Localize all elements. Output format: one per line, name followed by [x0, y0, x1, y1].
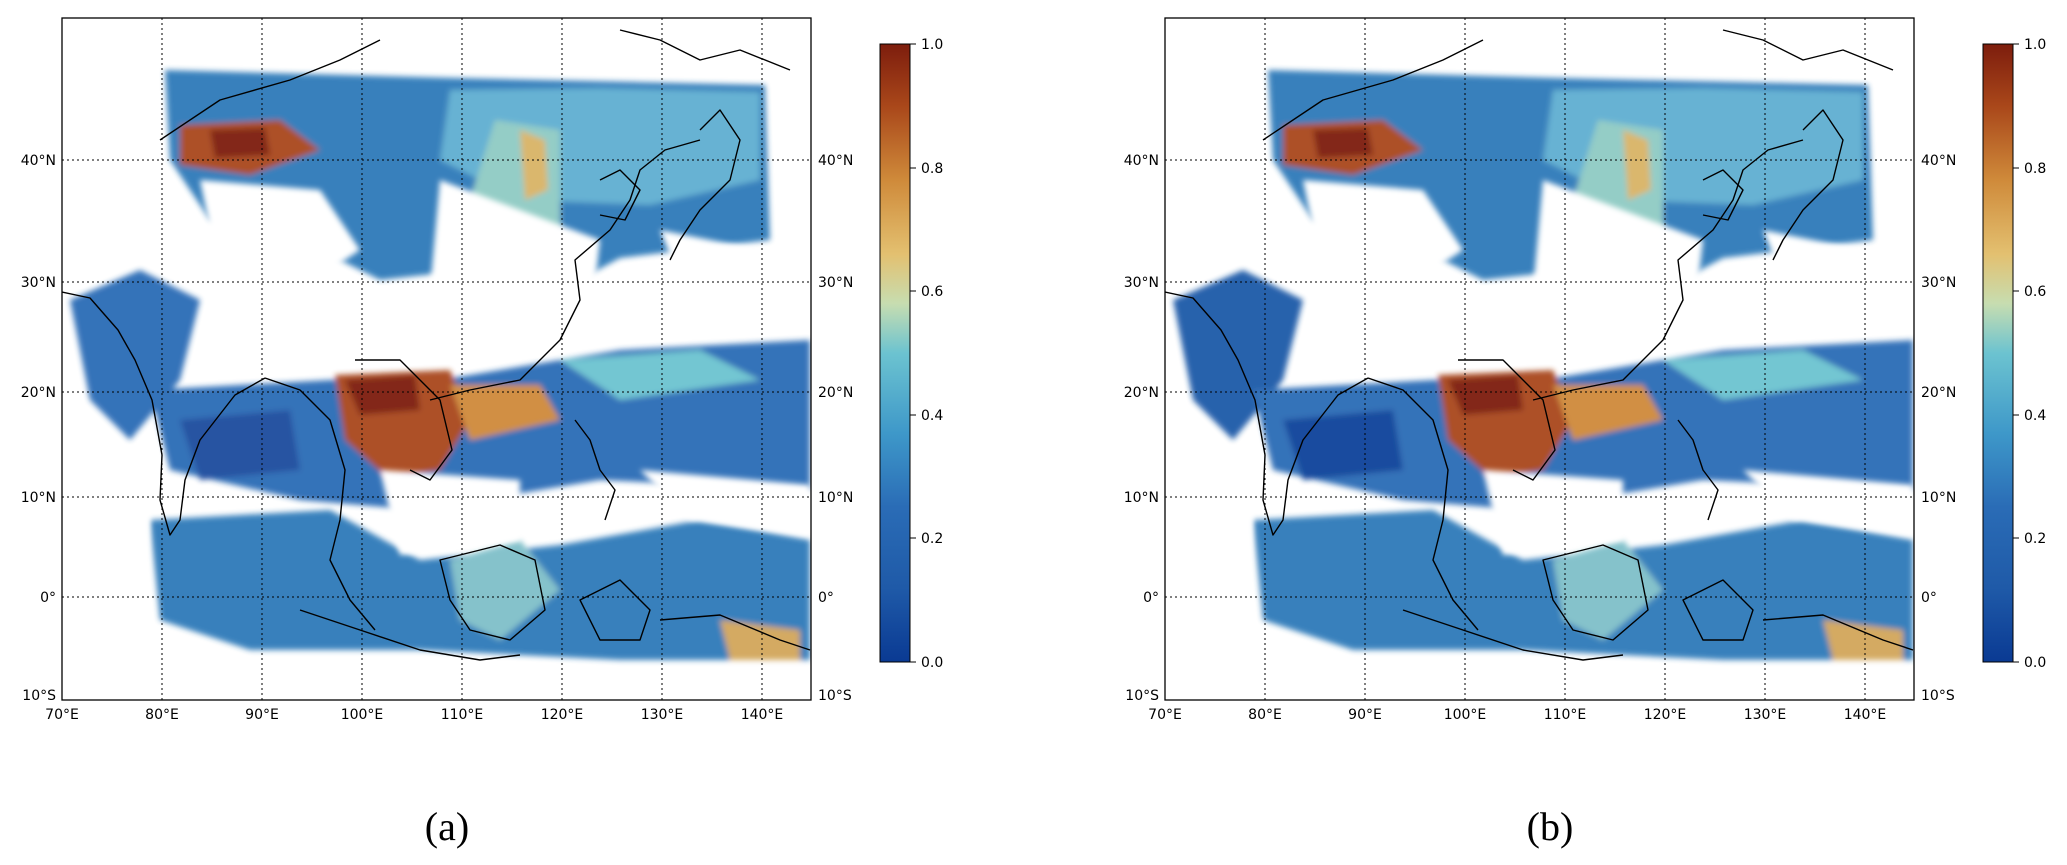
lat-label: 10°S [818, 688, 852, 704]
lat-label: 40°N [818, 153, 853, 169]
lon-label: 90°E [245, 707, 279, 723]
lat-label: 40°N [1921, 153, 1956, 169]
colorbar-tick-label: 0.0 [2024, 655, 2046, 671]
lat-label: 40°N [21, 153, 56, 169]
colorbar-tick-label: 0.6 [921, 284, 943, 300]
colorbar-tick-label: 0.8 [2024, 161, 2046, 177]
gridlines-a [62, 18, 811, 700]
lon-label: 130°E [1744, 707, 1787, 723]
lat-label: 10°N [1921, 490, 1956, 506]
lat-label: 0° [1143, 590, 1159, 606]
lon-label: 110°E [441, 707, 484, 723]
lat-label: 30°N [1124, 275, 1159, 291]
lat-label: 30°N [1921, 275, 1956, 291]
colorbar-ticks-b: 0.0 0.2 0.4 0.6 0.8 1.0 [2013, 37, 2046, 671]
lat-label: 10°N [1124, 490, 1159, 506]
lon-label: 100°E [341, 707, 384, 723]
lat-label: 10°S [1125, 688, 1159, 704]
lat-labels-right-a: 10°S 0° 10°N 20°N 30°N 40°N [818, 153, 853, 704]
map-frame-a [61, 17, 812, 701]
panel-caption-b: (b) [1527, 804, 1574, 849]
lat-label: 20°N [818, 385, 853, 401]
lon-label: 120°E [1644, 707, 1687, 723]
lon-labels-b: 70°E 80°E 90°E 100°E 110°E 120°E 130°E 1… [1148, 707, 1886, 723]
lon-label: 70°E [45, 707, 79, 723]
aod-field-a [62, 20, 810, 700]
lon-label: 80°E [1248, 707, 1282, 723]
colorbar-ticks-a: 0.0 0.2 0.4 0.6 0.8 1.0 [910, 37, 943, 671]
lat-label: 30°N [21, 275, 56, 291]
lat-label: 0° [818, 590, 834, 606]
lat-labels-left-a: 10°S 0° 10°N 20°N 30°N 40°N [21, 153, 56, 704]
colorbar-gradient [879, 43, 911, 663]
lat-label: 0° [40, 590, 56, 606]
map-panel-a: 70°E 80°E 90°E 100°E 110°E 120°E 130°E 1… [21, 17, 943, 849]
lon-label: 120°E [541, 707, 584, 723]
coastlines-a [62, 29, 811, 661]
colorbar-tick-label: 1.0 [921, 37, 943, 53]
lat-label: 20°N [1921, 385, 1956, 401]
lat-label: 10°S [22, 688, 56, 704]
coastlines-b [1165, 29, 1914, 661]
colorbar-gradient [1982, 43, 2014, 663]
panel-caption-a: (a) [425, 804, 469, 849]
colorbar-tick-label: 0.0 [921, 655, 943, 671]
lat-label: 10°N [21, 490, 56, 506]
lon-label: 100°E [1444, 707, 1487, 723]
colorbar-tick-label: 0.2 [2024, 531, 2046, 547]
lon-labels-a: 70°E 80°E 90°E 100°E 110°E 120°E 130°E 1… [45, 707, 783, 723]
map-frame-b [1164, 17, 1915, 701]
lon-label: 130°E [641, 707, 684, 723]
lat-label: 40°N [1124, 153, 1159, 169]
colorbar-tick-label: 0.6 [2024, 284, 2046, 300]
colorbar-tick-label: 0.4 [921, 408, 943, 424]
lat-label: 30°N [818, 275, 853, 291]
lat-label: 0° [1921, 590, 1937, 606]
lon-label: 140°E [1844, 707, 1887, 723]
lat-labels-right-b: 10°S 0° 10°N 20°N 30°N 40°N [1921, 153, 1956, 704]
colorbar-b: 0.0 0.2 0.4 0.6 0.8 1.0 [1982, 37, 2046, 671]
lon-label: 110°E [1544, 707, 1587, 723]
lat-label: 20°N [1124, 385, 1159, 401]
lat-label: 10°N [818, 490, 853, 506]
lon-label: 70°E [1148, 707, 1182, 723]
lat-label: 10°S [1921, 688, 1955, 704]
lat-labels-left-b: 10°S 0° 10°N 20°N 30°N 40°N [1124, 153, 1159, 704]
lon-label: 140°E [741, 707, 784, 723]
colorbar-tick-label: 0.2 [921, 531, 943, 547]
colorbar-tick-label: 0.8 [921, 161, 943, 177]
gridlines-b [1165, 18, 1914, 700]
map-panel-b: 70°E 80°E 90°E 100°E 110°E 120°E 130°E 1… [1124, 17, 2046, 849]
colorbar-tick-label: 0.4 [2024, 408, 2046, 424]
colorbar-a: 0.0 0.2 0.4 0.6 0.8 1.0 [879, 37, 943, 671]
lat-label: 20°N [21, 385, 56, 401]
lon-label: 80°E [145, 707, 179, 723]
lon-label: 90°E [1348, 707, 1382, 723]
colorbar-tick-label: 1.0 [2024, 37, 2046, 53]
aod-field-b [1165, 20, 1913, 700]
